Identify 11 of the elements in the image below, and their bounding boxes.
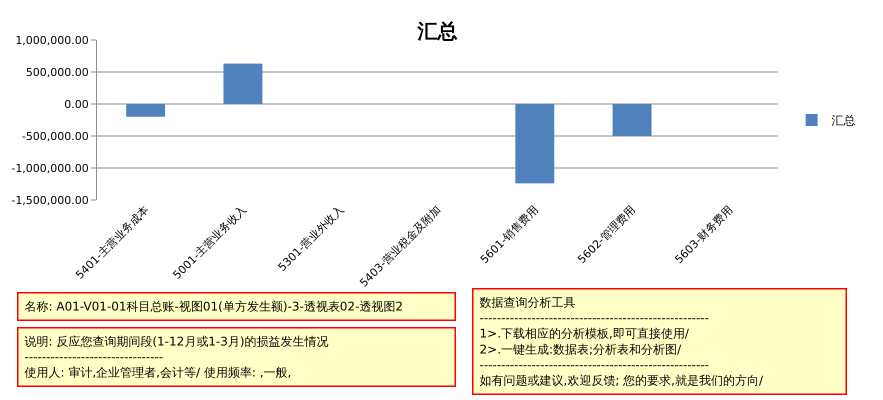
- legend-label: 汇总: [832, 114, 856, 128]
- y-tick-label: -1,000,000.00: [11, 162, 89, 175]
- y-tick-label: 0.00: [64, 98, 89, 111]
- text: 名称: A01-V01-01科目总账-视图01(单方发生额)-3-透视表02-透视图2: [24, 300, 404, 314]
- text: 说明: 反应您查询期间段(1-12月或1-3月)的损益发生情况 -------------------------------- 使用人: 审计,企业管理者,会计等/ 使用频率: ,一般,: [24, 334, 329, 380]
- y-tick-label: 1,000,000.00: [15, 34, 89, 47]
- text: 数据查询分析工具 ----------------------------------------------------- 1>.下载相应的分析模板,即可直接使用/ 2>.一键生成:数据表;分析表和分析图/ ----------------------------------------------------- 如有问题或建议,欢迎反馈; 您的要求,就是我们的方向/: [480, 296, 764, 388]
- y-tick-label: 500,000.00: [26, 66, 89, 79]
- chart-title: 汇总: [416, 19, 458, 43]
- y-tick-label: -500,000.00: [22, 130, 89, 143]
- y-tick-label: -1,500,000.00: [11, 194, 89, 207]
